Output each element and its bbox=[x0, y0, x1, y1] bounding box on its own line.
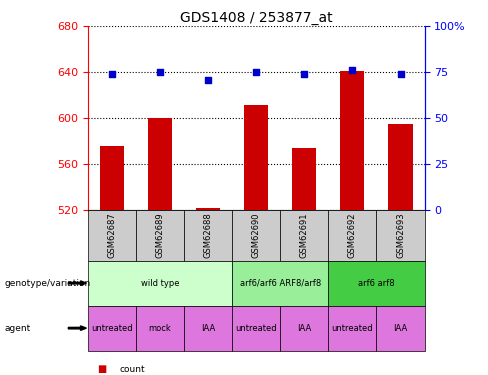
Text: mock: mock bbox=[149, 324, 171, 333]
Point bbox=[252, 69, 260, 75]
Bar bbox=[340, 71, 365, 210]
Point bbox=[156, 69, 164, 75]
Bar bbox=[292, 148, 316, 210]
Bar bbox=[184, 210, 232, 261]
Bar bbox=[88, 261, 232, 306]
Bar bbox=[244, 105, 268, 210]
Bar bbox=[136, 306, 184, 351]
Text: wild type: wild type bbox=[141, 279, 179, 288]
Text: GSM62689: GSM62689 bbox=[156, 213, 164, 258]
Bar bbox=[232, 261, 328, 306]
Text: GSM62691: GSM62691 bbox=[300, 213, 309, 258]
Text: genotype/variation: genotype/variation bbox=[5, 279, 91, 288]
Bar bbox=[136, 210, 184, 261]
Point bbox=[397, 71, 405, 77]
Text: agent: agent bbox=[5, 324, 31, 333]
Point bbox=[108, 71, 116, 77]
Text: arf6/arf6 ARF8/arf8: arf6/arf6 ARF8/arf8 bbox=[240, 279, 321, 288]
Bar bbox=[328, 306, 376, 351]
Text: GSM62690: GSM62690 bbox=[252, 213, 261, 258]
Bar bbox=[184, 306, 232, 351]
Text: untreated: untreated bbox=[91, 324, 133, 333]
Text: GSM62688: GSM62688 bbox=[203, 212, 213, 258]
Text: IAA: IAA bbox=[393, 324, 407, 333]
Text: untreated: untreated bbox=[235, 324, 277, 333]
Bar bbox=[376, 306, 425, 351]
Text: GSM62693: GSM62693 bbox=[396, 213, 405, 258]
Bar bbox=[280, 306, 328, 351]
Bar bbox=[232, 306, 280, 351]
Bar bbox=[376, 210, 425, 261]
Point bbox=[204, 76, 212, 82]
Bar bbox=[148, 118, 172, 210]
Bar bbox=[328, 210, 376, 261]
Text: IAA: IAA bbox=[297, 324, 311, 333]
Bar bbox=[88, 210, 136, 261]
Bar bbox=[196, 208, 220, 210]
Bar bbox=[88, 306, 136, 351]
Bar bbox=[232, 210, 280, 261]
Text: count: count bbox=[120, 365, 145, 374]
Text: GSM62692: GSM62692 bbox=[348, 213, 357, 258]
Bar bbox=[280, 210, 328, 261]
Text: IAA: IAA bbox=[201, 324, 215, 333]
Text: untreated: untreated bbox=[331, 324, 373, 333]
Text: ■: ■ bbox=[98, 364, 107, 374]
Text: GSM62687: GSM62687 bbox=[107, 212, 117, 258]
Bar bbox=[388, 124, 412, 210]
Point bbox=[348, 68, 356, 74]
Text: arf6 arf8: arf6 arf8 bbox=[358, 279, 395, 288]
Bar bbox=[328, 261, 425, 306]
Bar bbox=[100, 146, 124, 210]
Point bbox=[301, 71, 308, 77]
Title: GDS1408 / 253877_at: GDS1408 / 253877_at bbox=[180, 11, 332, 25]
